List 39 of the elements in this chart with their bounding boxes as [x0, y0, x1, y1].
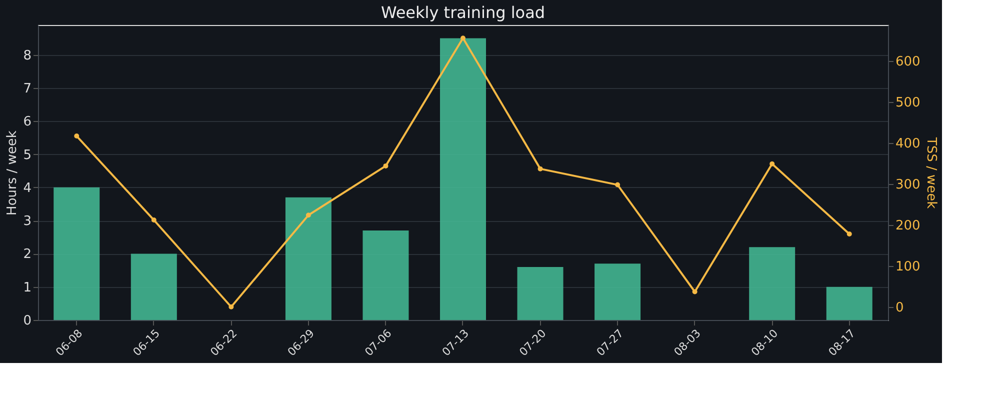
y-tick-label: 1 — [23, 280, 32, 296]
bar — [517, 266, 564, 320]
y2-axis-title: TSS / week — [923, 136, 938, 210]
y2-tick-label: 200 — [896, 218, 920, 234]
point — [151, 218, 156, 223]
y2-tick-label: 100 — [896, 259, 920, 274]
point — [383, 163, 388, 168]
point — [306, 212, 311, 218]
bar — [362, 230, 409, 320]
y-tick-label: 2 — [23, 247, 32, 262]
point — [74, 134, 80, 139]
bar — [826, 286, 872, 320]
y-tick-label: 3 — [23, 214, 32, 230]
point — [846, 231, 852, 236]
bar — [285, 197, 332, 320]
bar — [749, 247, 796, 320]
y-tick-label: 7 — [23, 81, 32, 96]
y-axis-title: Hours / week — [5, 130, 20, 216]
y-tick-label: 8 — [23, 48, 32, 64]
point — [692, 289, 698, 294]
bar — [130, 254, 177, 320]
point — [770, 161, 775, 166]
bar — [54, 187, 100, 320]
point — [228, 304, 234, 310]
y2-tick-label: 0 — [896, 300, 904, 316]
y-tick-label: 4 — [23, 180, 32, 196]
y-tick-label: 5 — [23, 148, 32, 163]
point — [538, 166, 543, 172]
point — [615, 182, 620, 188]
point — [460, 36, 466, 41]
y2-tick-label: 600 — [896, 54, 920, 70]
chart-title: Weekly training load — [380, 3, 546, 22]
y-tick-label: 0 — [23, 314, 32, 328]
y2-tick-label: 400 — [896, 136, 920, 152]
y2-tick-label: 500 — [896, 96, 920, 111]
bar — [440, 38, 486, 320]
y-tick-label: 6 — [23, 114, 32, 130]
y2-tick-label: 300 — [896, 177, 920, 192]
bar — [594, 264, 641, 320]
